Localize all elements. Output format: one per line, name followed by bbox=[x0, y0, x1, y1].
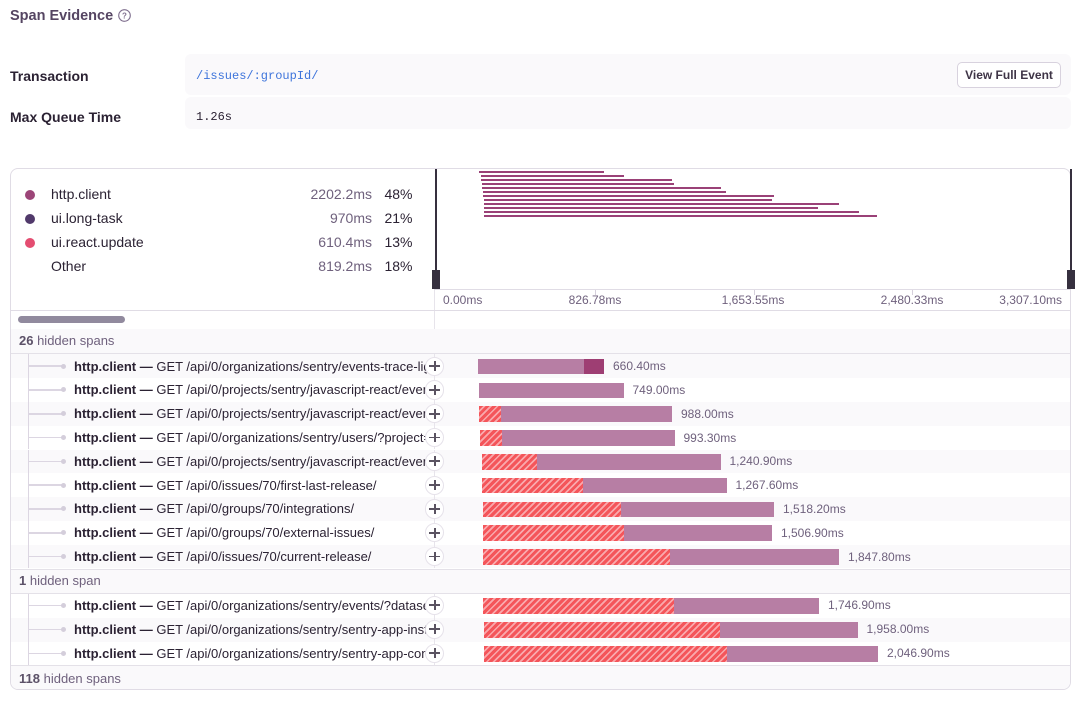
svg-text:?: ? bbox=[122, 11, 127, 20]
